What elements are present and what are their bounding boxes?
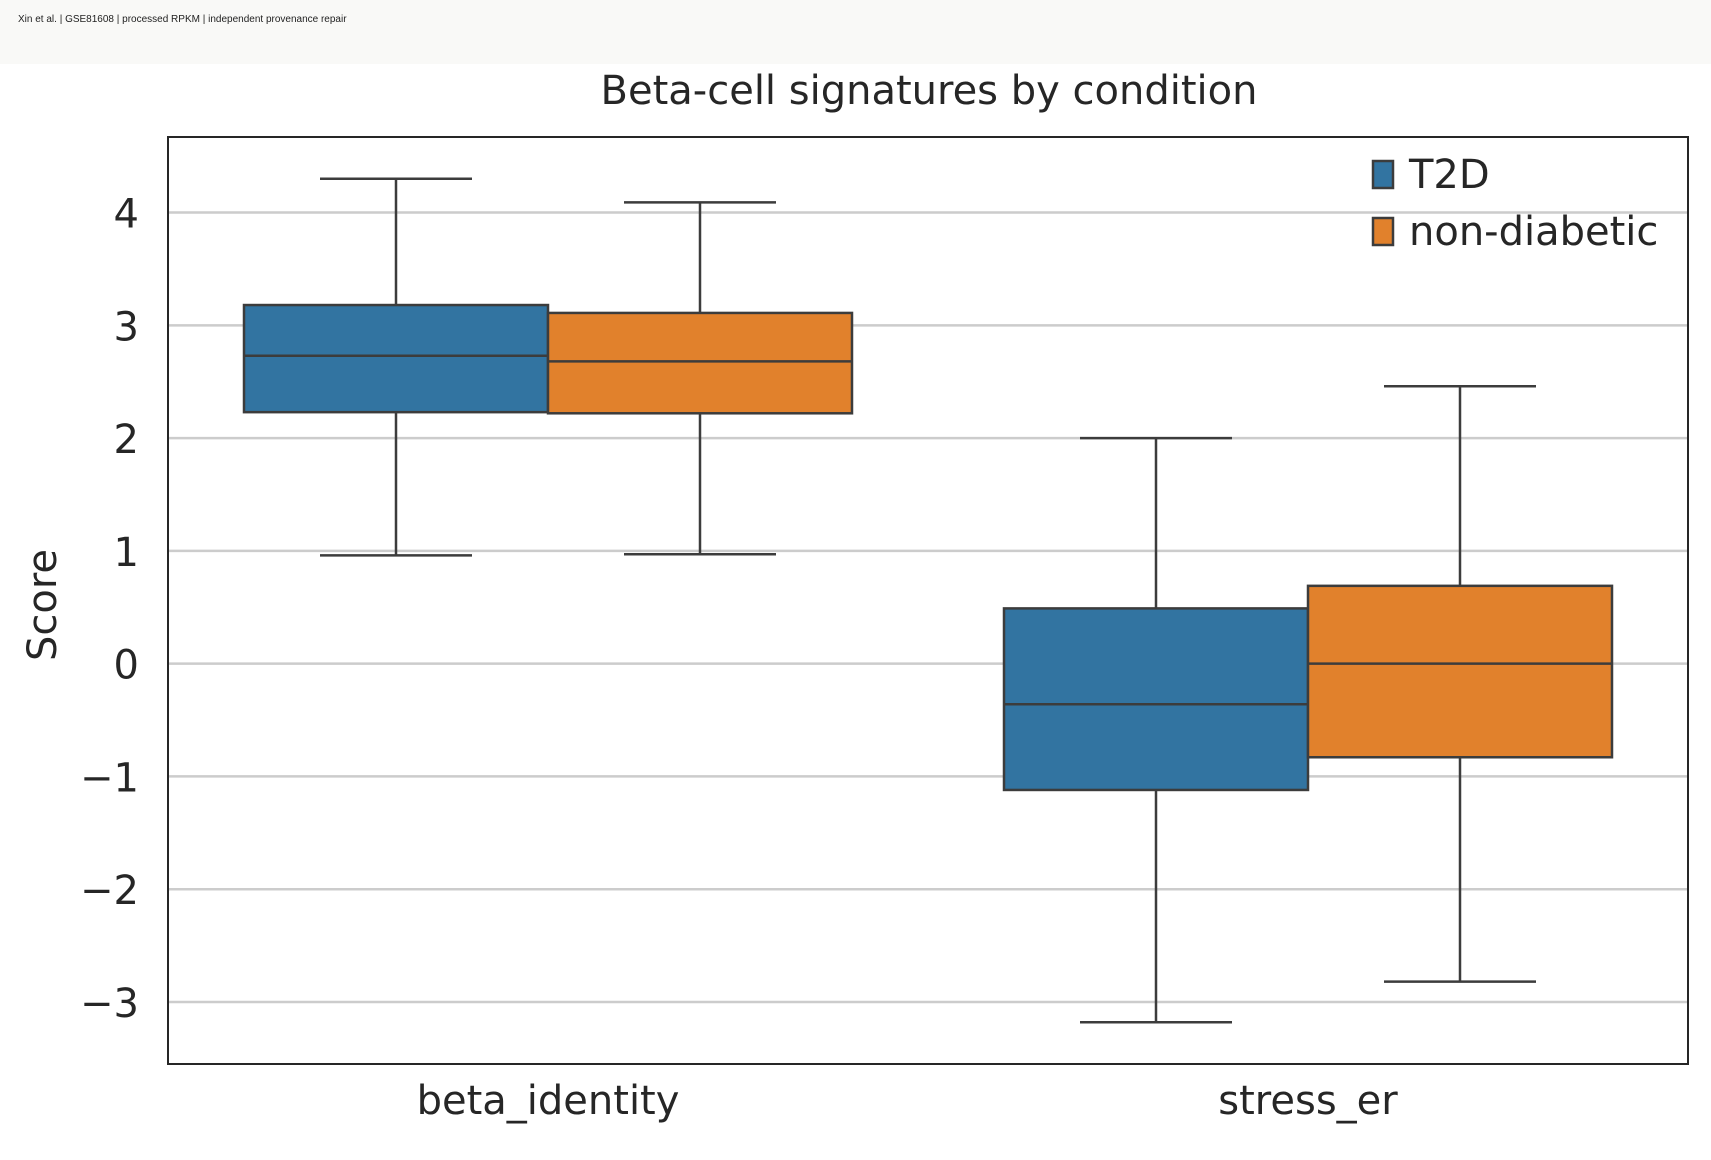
x-tick-label: stress_er: [1218, 1078, 1398, 1124]
legend-swatch: [1371, 159, 1395, 190]
legend-label: T2D: [1408, 152, 1490, 198]
y-tick-label: 3: [114, 304, 139, 350]
y-tick-label: −3: [80, 981, 139, 1027]
top-banner: Xin et al. | GSE81608 | processed RPKM |…: [0, 0, 1711, 64]
iqr-box: [1002, 607, 1310, 792]
legend-swatch: [1371, 216, 1395, 247]
plot-frame: [167, 136, 1689, 1065]
y-tick-label: −2: [80, 868, 139, 914]
iqr-box: [242, 303, 550, 414]
box-stress_er-non-diabetic: [1306, 384, 1614, 983]
legend-label: non-diabetic: [1409, 209, 1658, 255]
legend: T2D non-diabetic: [1371, 152, 1658, 255]
box-plot-chart: Beta-cell signatures by condition −3 −2 −1…: [20, 68, 1689, 1124]
y-tick-label: 1: [114, 530, 139, 576]
boxes: [242, 177, 1614, 1024]
y-tick-label: 0: [114, 643, 139, 689]
y-tick-label: 2: [114, 417, 139, 463]
y-tick-label: −1: [80, 755, 139, 801]
source-caption: Xin et al. | GSE81608 | processed RPKM |…: [18, 14, 347, 25]
y-tick-labels: −3 −2 −1 0 1 2 3 4: [80, 192, 139, 1027]
x-tick-labels: beta_identity stress_er: [417, 1078, 1399, 1124]
box-beta_identity-T2D: [242, 177, 550, 557]
y-axis-label: Score: [20, 549, 66, 661]
x-tick-label: beta_identity: [417, 1078, 680, 1124]
box-beta_identity-non-diabetic: [546, 201, 854, 556]
iqr-box: [1306, 584, 1614, 759]
box-stress_er-T2D: [1002, 436, 1310, 1024]
y-tick-label: 4: [114, 192, 139, 238]
chart-title: Beta-cell signatures by condition: [601, 68, 1258, 114]
iqr-box: [546, 311, 854, 415]
